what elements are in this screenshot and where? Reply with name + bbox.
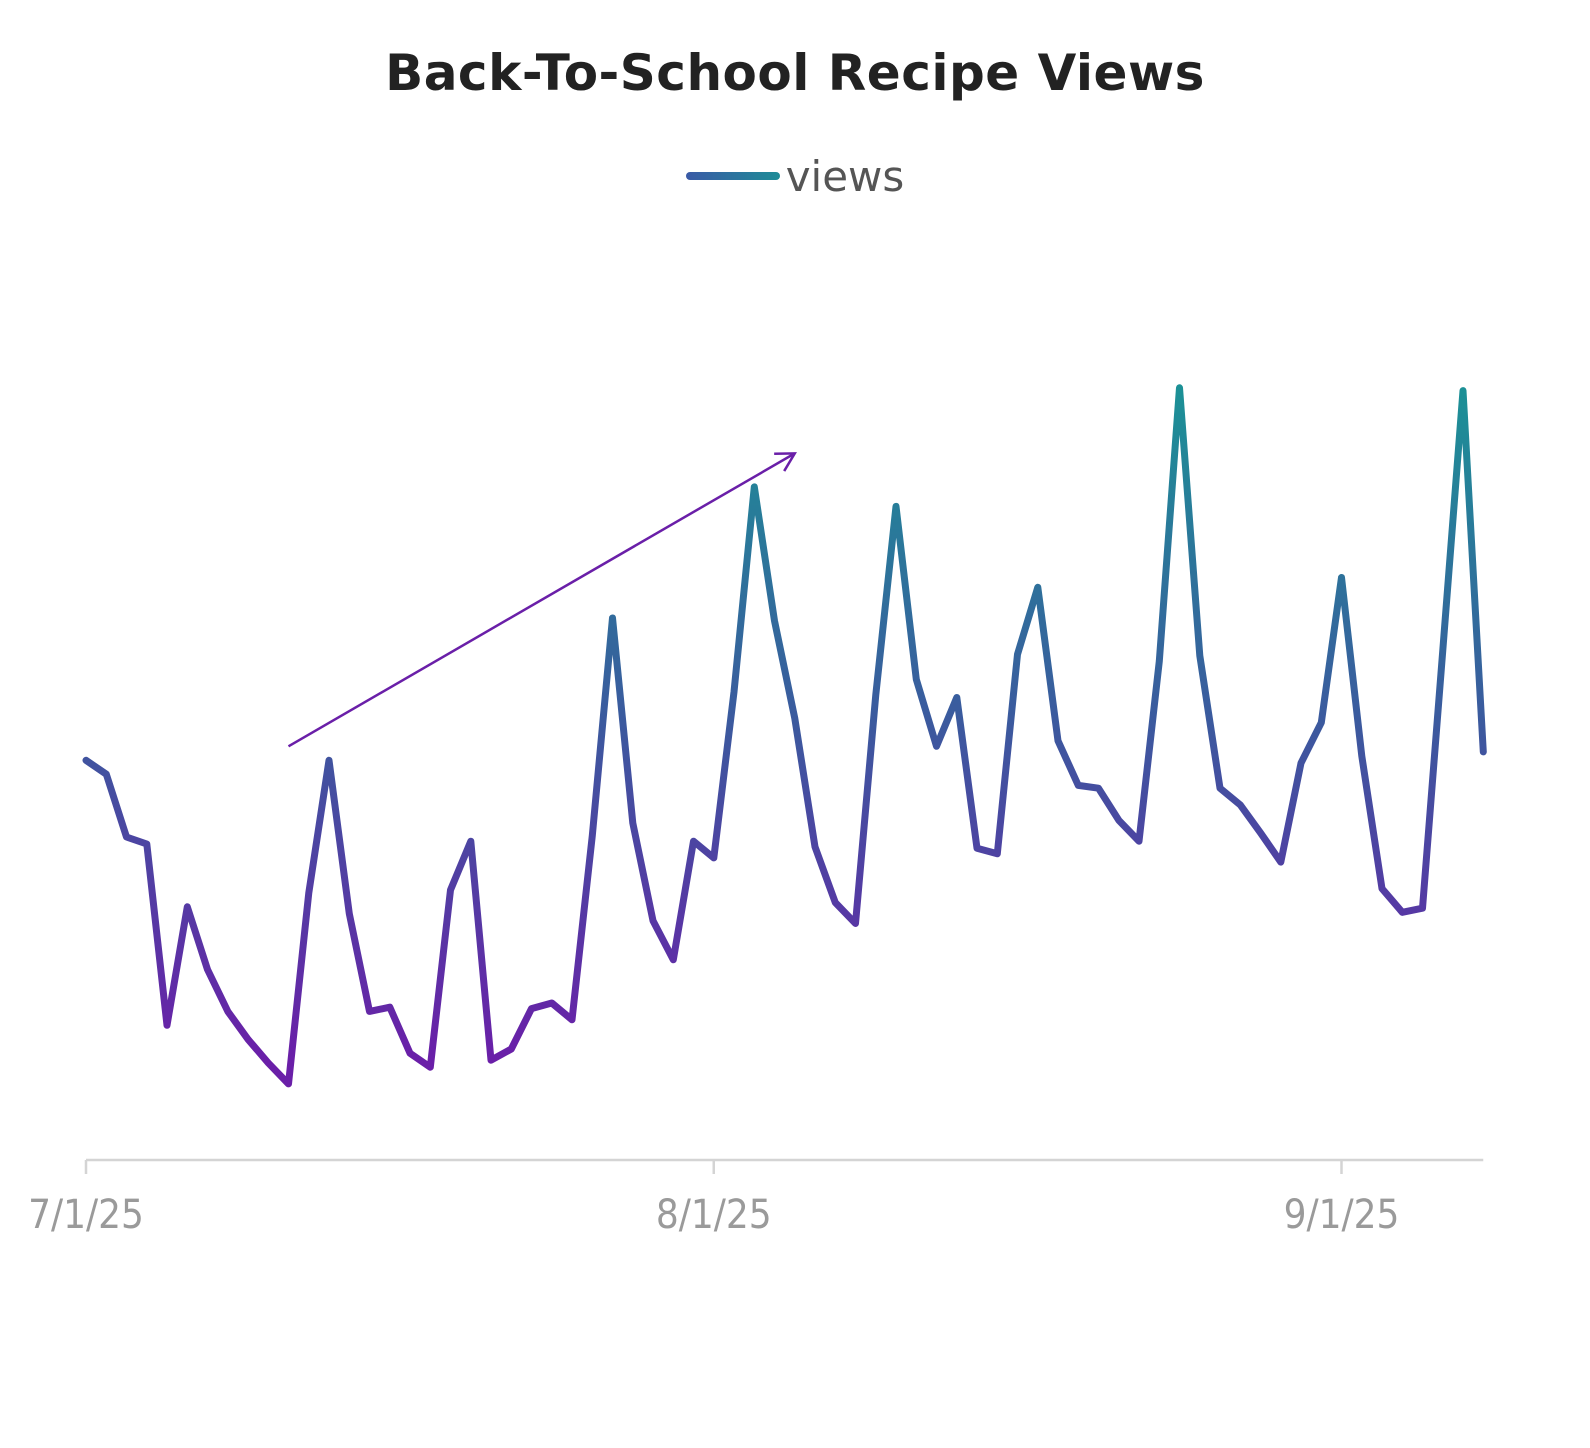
legend: views: [0, 146, 1590, 206]
data-point: [285, 1080, 292, 1087]
data-point: [893, 503, 900, 510]
data-point: [1176, 384, 1183, 391]
data-point: [629, 820, 636, 827]
x-tick-label: 9/1/25: [1284, 1192, 1400, 1238]
data-point: [427, 1064, 434, 1071]
data-point: [1460, 387, 1467, 394]
data-point: [123, 834, 130, 841]
data-point: [1014, 651, 1021, 658]
data-point: [1298, 760, 1305, 767]
data-point: [407, 1050, 414, 1057]
data-point: [1439, 647, 1446, 654]
data-point: [670, 956, 677, 963]
data-point: [245, 1036, 252, 1043]
data-point: [1136, 838, 1143, 845]
data-point: [1217, 785, 1224, 792]
data-point: [609, 614, 616, 621]
chart-title: Back-To-School Recipe Views: [385, 44, 1205, 102]
data-point: [224, 1008, 231, 1015]
data-point: [366, 1008, 373, 1015]
data-point: [1399, 909, 1406, 916]
data-point: [204, 966, 211, 973]
trend-arrow: [287, 452, 797, 748]
data-point: [1055, 737, 1062, 744]
data-point: [1034, 584, 1041, 591]
data-point: [812, 843, 819, 850]
data-point: [569, 1016, 576, 1023]
data-point: [832, 899, 839, 906]
data-point: [528, 1005, 535, 1012]
data-point: [326, 757, 333, 764]
data-point: [467, 838, 474, 845]
data-point: [650, 917, 657, 924]
data-point: [103, 771, 110, 778]
x-tick-label: 8/1/25: [656, 1192, 772, 1238]
data-point: [548, 1000, 555, 1007]
series-line-views: [82, 384, 1487, 1088]
data-point: [771, 617, 778, 624]
data-point: [184, 903, 191, 910]
data-point: [731, 688, 738, 695]
data-point: [589, 832, 596, 839]
data-point: [690, 838, 697, 845]
x-tick-label: 7/1/25: [28, 1192, 144, 1238]
data-point: [164, 1022, 171, 1029]
data-point: [953, 694, 960, 701]
data-point: [710, 854, 717, 861]
data-point: [1480, 748, 1487, 755]
data-point: [83, 757, 90, 764]
data-point: [974, 845, 981, 852]
data-point: [305, 889, 312, 896]
legend-swatch: [685, 172, 780, 180]
data-point: [1358, 753, 1365, 760]
data-point: [1156, 658, 1163, 665]
data-point: [1419, 905, 1426, 912]
data-point: [852, 920, 859, 927]
data-point: [488, 1057, 495, 1064]
data-point: [265, 1060, 272, 1067]
data-point: [447, 887, 454, 894]
data-point: [143, 840, 150, 847]
data-point: [994, 850, 1001, 857]
data-point: [386, 1004, 393, 1011]
data-point: [933, 743, 940, 750]
data-point: [1338, 574, 1345, 581]
data-point: [791, 715, 798, 722]
data-point: [1075, 782, 1082, 789]
data-point: [1277, 859, 1284, 866]
data-point: [508, 1046, 515, 1053]
data-point: [1115, 817, 1122, 824]
data-point: [1257, 829, 1264, 836]
data-point: [1095, 785, 1102, 792]
data-point: [346, 910, 353, 917]
data-point: [1196, 652, 1203, 659]
data-point: [913, 676, 920, 683]
data-point: [872, 691, 879, 698]
data-point: [751, 483, 758, 490]
legend-label-views: views: [785, 151, 905, 201]
data-point: [1379, 885, 1386, 892]
data-point: [1318, 719, 1325, 726]
data-point: [1237, 801, 1244, 808]
